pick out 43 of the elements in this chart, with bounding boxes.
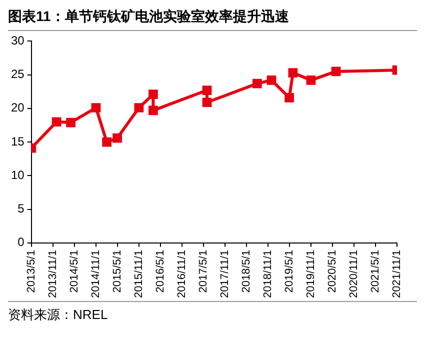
point <box>134 103 144 112</box>
chart-title: 图表11：单节钙钛矿电池实验室效率提升迅速 <box>8 8 417 31</box>
x-tick-label: 2019/11/1 <box>304 250 317 298</box>
point <box>102 137 112 147</box>
x-tick-label: 2020/5/1 <box>326 250 338 293</box>
point <box>202 86 212 95</box>
point <box>52 117 62 127</box>
point <box>148 90 158 99</box>
point <box>66 118 76 128</box>
x-tick-label: 2014/11/1 <box>90 250 102 298</box>
point <box>112 133 122 143</box>
point <box>331 66 341 76</box>
x-tick-label: 2021/11/1 <box>391 250 404 298</box>
x-tick-label: 2016/5/1 <box>154 250 166 293</box>
point <box>202 98 212 108</box>
x-tick-label: 2016/11/1 <box>176 250 188 298</box>
x-tick-label: 2014/5/1 <box>68 250 80 293</box>
point <box>252 78 262 88</box>
text: 资料来源：NREL <box>8 301 417 324</box>
x-tick-label: 2018/5/1 <box>240 250 252 293</box>
y-tick-label: 0 <box>18 235 25 250</box>
x-tick-label: 2013/11/1 <box>47 250 60 298</box>
x-tick-label: 2015/5/1 <box>111 250 124 293</box>
y-tick-label: 10 <box>10 168 25 182</box>
y-tick-label: 25 <box>10 67 25 82</box>
x-tick-label: 2018/11/1 <box>262 250 274 298</box>
point <box>91 103 101 112</box>
x-tick-label: 2013/5/1 <box>25 250 38 293</box>
x-tick-label: 2020/11/1 <box>348 250 360 298</box>
x-tick-label: 2019/5/1 <box>283 250 296 293</box>
y-tick-label: 20 <box>10 100 25 115</box>
point <box>284 92 294 102</box>
y-tick-label: 15 <box>10 134 25 148</box>
x-tick-label: 2021/5/1 <box>369 250 382 293</box>
y-tick-label: 30 <box>10 34 25 48</box>
point <box>306 76 316 85</box>
x-tick-label: 2017/5/1 <box>197 250 210 293</box>
point <box>266 76 276 85</box>
point <box>288 68 298 78</box>
y-tick-label: 5 <box>18 202 25 216</box>
x-tick-label: 2017/11/1 <box>219 250 232 298</box>
x-tick-label: 2015/11/1 <box>132 250 145 298</box>
point <box>148 106 158 116</box>
